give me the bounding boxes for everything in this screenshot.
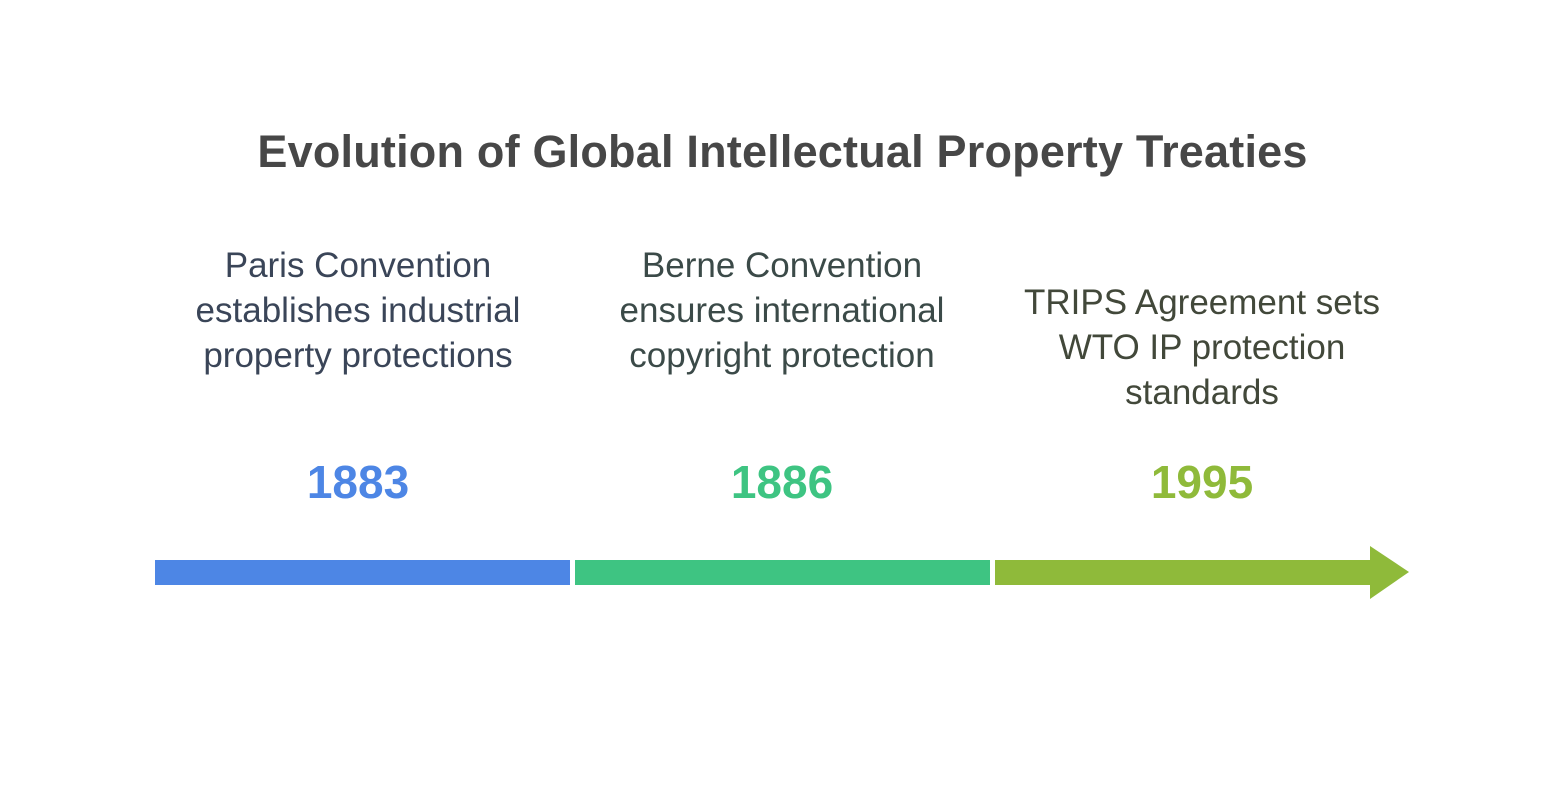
timeline-event-trips: TRIPS Agreement sets WTO IP protection s…	[1007, 280, 1397, 513]
timeline-event-paris: Paris Convention establishes industrial …	[163, 243, 553, 513]
timeline-arrow-1995	[995, 546, 1409, 599]
event-year-berne: 1886	[730, 456, 834, 508]
event-year-paris: 1883	[306, 456, 410, 508]
event-description-paris: Paris Convention establishes industrial …	[195, 246, 521, 375]
event-year-trips: 1995	[1150, 456, 1254, 508]
timeline-segment-1886	[575, 560, 990, 585]
arrow-head-icon	[995, 546, 1409, 599]
event-description-berne: Berne Convention ensures international c…	[619, 246, 945, 375]
diagram-title: Evolution of Global Intellectual Propert…	[257, 126, 1308, 177]
event-description-trips: TRIPS Agreement sets WTO IP protection s…	[1024, 283, 1380, 412]
timeline-event-berne: Berne Convention ensures international c…	[587, 243, 977, 513]
timeline-segment-1883	[155, 560, 570, 585]
